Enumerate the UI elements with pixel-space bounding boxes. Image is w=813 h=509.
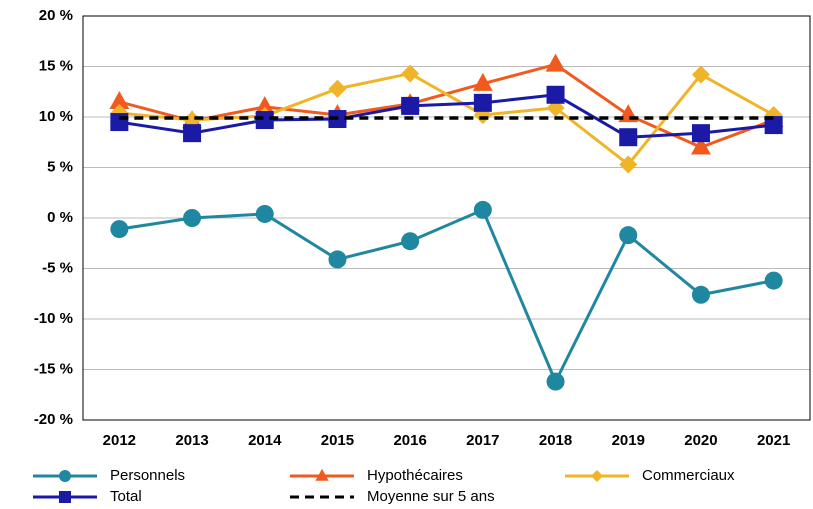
- y-tick-label: -10 %: [34, 310, 73, 327]
- marker: [473, 93, 492, 112]
- marker: [328, 250, 347, 269]
- marker: [315, 468, 329, 481]
- x-tick-label: 2016: [393, 432, 426, 449]
- marker: [691, 136, 711, 155]
- series-line: [119, 207, 774, 386]
- x-tick-label: 2018: [539, 432, 572, 449]
- marker: [591, 470, 603, 482]
- marker: [691, 124, 710, 143]
- marker: [545, 53, 566, 72]
- legend-label: Commerciaux: [642, 467, 735, 484]
- x-tick-label: 2020: [684, 432, 717, 449]
- legend-label: Hypothécaires: [367, 467, 463, 484]
- x-tick-label: 2012: [103, 432, 136, 449]
- marker: [619, 128, 638, 147]
- marker: [183, 209, 202, 227]
- y-tick-label: 0 %: [47, 209, 73, 226]
- y-tick-label: -5 %: [42, 259, 73, 276]
- marker: [110, 220, 129, 239]
- marker: [619, 155, 638, 174]
- marker: [619, 226, 638, 245]
- marker: [110, 113, 129, 132]
- plot-border: [82, 15, 811, 421]
- marker: [255, 111, 274, 130]
- y-tick-label: 15 %: [39, 57, 73, 74]
- y-tick-label: 10 %: [39, 108, 73, 125]
- x-tick-label: 2017: [466, 432, 499, 449]
- marker: [546, 85, 565, 104]
- x-tick-label: 2021: [757, 432, 790, 449]
- y-tick-label: 5 %: [47, 158, 73, 175]
- marker: [472, 72, 493, 91]
- marker: [401, 96, 420, 115]
- marker: [473, 200, 492, 219]
- marker: [401, 232, 420, 251]
- marker: [764, 271, 783, 290]
- y-tick-label: -20 %: [34, 411, 73, 428]
- x-tick-label: 2013: [175, 432, 208, 449]
- marker: [254, 96, 275, 115]
- marker: [691, 65, 710, 84]
- legend-label: Moyenne sur 5 ans: [367, 488, 495, 505]
- marker: [255, 204, 274, 223]
- x-tick-label: 2019: [612, 432, 645, 449]
- marker: [183, 124, 202, 143]
- marker: [59, 491, 71, 503]
- marker: [546, 372, 565, 391]
- marker: [401, 64, 420, 83]
- marker: [691, 285, 710, 304]
- legend-label: Personnels: [110, 467, 185, 484]
- y-tick-label: -15 %: [34, 360, 73, 377]
- marker: [59, 470, 71, 482]
- x-tick-label: 2015: [321, 432, 354, 449]
- marker: [764, 116, 783, 135]
- y-tick-label: 20 %: [39, 7, 73, 24]
- series-line: [119, 93, 774, 139]
- legend-label: Total: [110, 488, 142, 505]
- marker: [109, 91, 130, 110]
- x-tick-label: 2014: [248, 432, 282, 449]
- marker: [328, 79, 347, 98]
